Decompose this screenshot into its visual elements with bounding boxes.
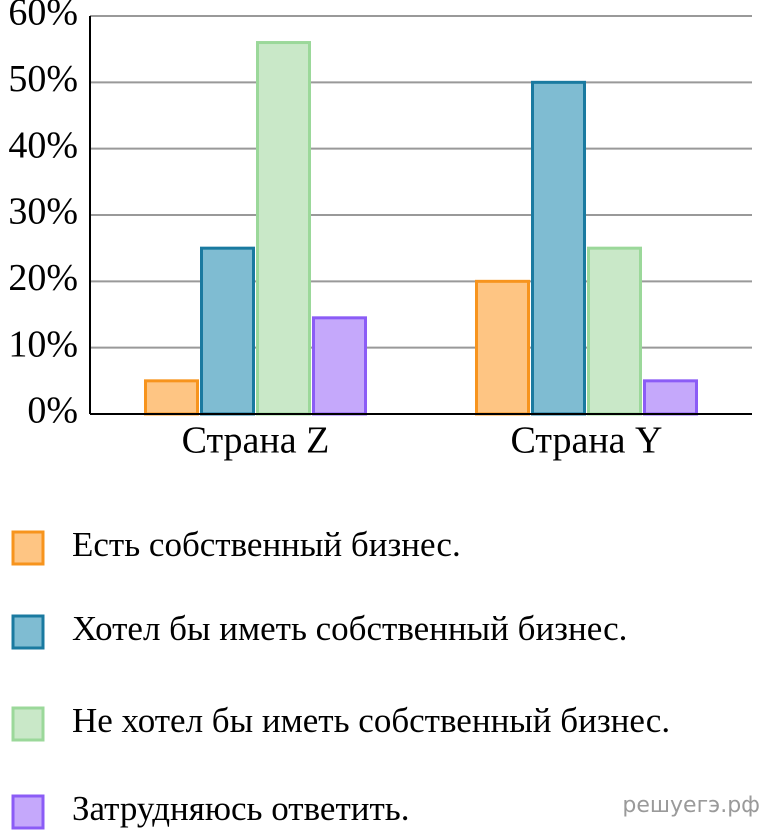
- y-tick-label: 60%: [8, 0, 78, 34]
- watermark: решуегэ.рф: [622, 793, 760, 818]
- bar: [144, 379, 199, 416]
- bar: [531, 80, 586, 416]
- x-tick-label: Страна Z: [182, 420, 330, 462]
- legend-label: Есть собственный бизнес.: [72, 525, 461, 564]
- bar: [312, 316, 367, 416]
- bar: [256, 41, 311, 416]
- legend-swatch: [11, 530, 45, 566]
- legend-label: Хотел бы иметь собственный бизнес.: [72, 609, 627, 648]
- legend-label: Затрудняюсь ответить.: [72, 789, 409, 828]
- y-tick-label: 40%: [8, 124, 78, 166]
- legend-swatch: [11, 706, 45, 742]
- y-tick-label: 10%: [8, 323, 78, 365]
- legend-label: Не хотел бы иметь собственный бизнес.: [72, 701, 670, 740]
- x-tick-label: Страна Y: [511, 420, 663, 462]
- legend-swatch: [11, 614, 45, 650]
- y-tick-label: 30%: [8, 191, 78, 233]
- bar: [200, 246, 255, 416]
- legend-swatch: [11, 794, 45, 830]
- y-tick-label: 0%: [27, 390, 78, 432]
- y-tick-label: 20%: [8, 257, 78, 299]
- bar: [587, 246, 642, 416]
- y-tick-label: 50%: [8, 58, 78, 100]
- bar: [475, 279, 530, 416]
- bar: [643, 379, 698, 416]
